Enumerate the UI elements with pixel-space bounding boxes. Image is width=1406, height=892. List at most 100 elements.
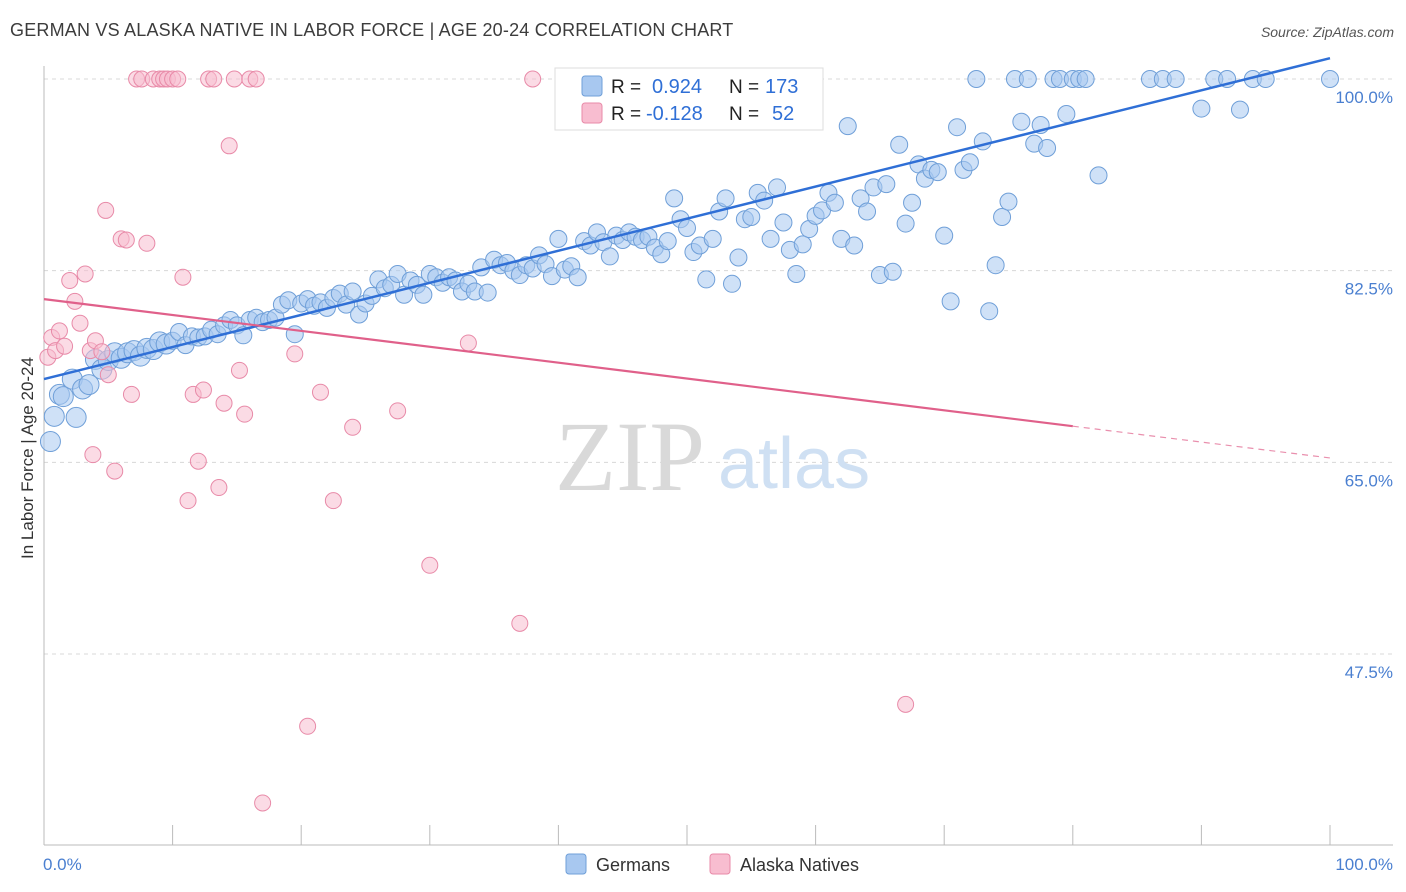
german-point xyxy=(1038,139,1057,157)
german-point xyxy=(723,274,742,293)
german-n-label: N = xyxy=(729,77,759,98)
alaska-point xyxy=(179,492,197,510)
alaska-point xyxy=(97,201,115,219)
y-axis-title: In Labor Force | Age 20-24 xyxy=(18,357,37,559)
alaska-point xyxy=(286,345,304,363)
german-point xyxy=(1018,70,1037,88)
german-point xyxy=(774,213,793,232)
german-point xyxy=(877,175,896,194)
german-point xyxy=(478,283,497,302)
watermark-atlas: atlas xyxy=(718,424,870,504)
source-credit: Source: ZipAtlas.com xyxy=(1260,24,1394,40)
german-point xyxy=(980,302,999,321)
german-point xyxy=(941,292,960,311)
alaska-legend-label: Alaska Natives xyxy=(740,855,859,875)
german-n-value: 173 xyxy=(765,76,798,98)
alaska-trend-line xyxy=(43,298,1073,428)
alaska-trend-line-extension xyxy=(1072,425,1331,459)
germans-legend-label: Germans xyxy=(596,855,670,875)
alaska-legend-swatch xyxy=(581,102,603,124)
alaska-point xyxy=(210,479,228,497)
german-point xyxy=(1012,112,1031,131)
german-point xyxy=(600,247,619,266)
german-point xyxy=(883,262,902,281)
alaska-point xyxy=(84,446,102,464)
german-point xyxy=(896,214,915,233)
german-r-value: 0.924 xyxy=(652,76,702,98)
alaska-point xyxy=(897,695,915,713)
german-point xyxy=(948,118,967,137)
y-tick-label: 82.5% xyxy=(1345,280,1393,299)
alaska-point xyxy=(76,265,94,283)
alaska-point xyxy=(254,794,272,812)
alaska-point xyxy=(236,405,254,423)
alaska-n-value: 52 xyxy=(772,103,794,125)
alaska-point xyxy=(93,343,111,361)
x-tick-label-min: 0.0% xyxy=(43,855,82,874)
alaska-point xyxy=(205,70,223,88)
german-point xyxy=(1076,70,1095,88)
german-point xyxy=(703,229,722,248)
alaska-point xyxy=(230,361,248,379)
series-legend: Germans Alaska Natives xyxy=(565,853,859,875)
chart-title: GERMAN VS ALASKA NATIVE IN LABOR FORCE |… xyxy=(10,20,734,40)
axes xyxy=(43,66,1393,846)
german-point xyxy=(78,374,100,396)
alaska-point xyxy=(56,337,74,355)
german-point xyxy=(1321,70,1339,88)
german-point xyxy=(1166,70,1185,88)
trend-lines xyxy=(43,56,1331,459)
german-point xyxy=(935,226,954,245)
german-point xyxy=(285,325,304,344)
y-tick-label: 100.0% xyxy=(1335,88,1393,107)
german-point xyxy=(549,229,568,248)
german-point xyxy=(1089,166,1108,185)
german-point xyxy=(1192,99,1211,118)
german-point xyxy=(986,256,1005,275)
alaska-point xyxy=(247,70,265,88)
x-tick-label-max: 100.0% xyxy=(1335,855,1393,874)
german-point xyxy=(729,248,748,267)
german-point xyxy=(761,229,780,248)
german-point xyxy=(39,431,61,453)
alaska-n-label: N = xyxy=(729,104,759,125)
alaska-point xyxy=(138,234,156,252)
german-point xyxy=(890,135,909,154)
alaska-points xyxy=(39,70,915,812)
german-point xyxy=(716,189,735,208)
alaska-point xyxy=(220,137,238,155)
alaska-point xyxy=(324,492,342,510)
german-point xyxy=(838,117,857,136)
alaska-point xyxy=(117,231,135,249)
stats-legend: R = 0.924 N = 173 R = -0.128 N = 52 xyxy=(554,67,824,131)
alaska-point xyxy=(511,614,529,632)
alaska-r-value: -0.128 xyxy=(646,103,703,125)
alaska-point xyxy=(169,70,187,88)
german-point xyxy=(845,236,864,255)
german-point xyxy=(65,406,87,428)
watermark-zip: ZIP xyxy=(555,401,705,512)
german-legend-swatch xyxy=(581,75,603,97)
german-point xyxy=(825,193,844,212)
alaska-point xyxy=(71,314,89,332)
german-point xyxy=(414,285,433,304)
german-point xyxy=(768,178,787,197)
alaska-point xyxy=(189,452,207,470)
alaska-point xyxy=(50,322,68,340)
german-point xyxy=(1057,105,1076,124)
german-point xyxy=(343,282,362,301)
alaska-point xyxy=(194,381,212,399)
german-point xyxy=(697,270,716,289)
german-point xyxy=(928,163,947,182)
y-tick-label: 47.5% xyxy=(1345,663,1393,682)
alaska-point xyxy=(459,334,477,352)
german-point xyxy=(658,232,677,251)
alaska-point xyxy=(389,402,407,420)
german-point xyxy=(993,208,1012,226)
alaska-point xyxy=(215,394,233,412)
german-point xyxy=(742,208,761,226)
german-point xyxy=(43,405,65,427)
german-point xyxy=(858,202,877,221)
german-point xyxy=(52,386,74,408)
